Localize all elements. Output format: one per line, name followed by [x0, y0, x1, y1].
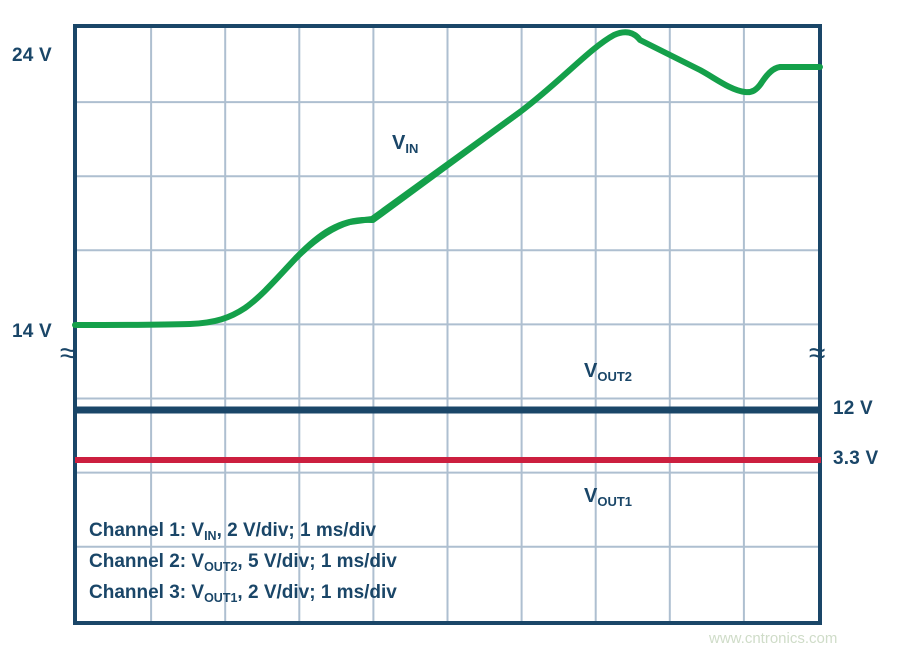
channel-legend: Channel 1: VIN, 2 V/div; 1 ms/div Channe…: [89, 516, 397, 609]
legend-row-suffix: , 2 V/div; 1 ms/div: [216, 520, 377, 541]
legend-row: Channel 3: VOUT1, 2 V/div; 1 ms/div: [89, 578, 397, 609]
trace-label-vin: VIN: [392, 132, 419, 156]
legend-row-suffix: , 2 V/div; 1 ms/div: [237, 582, 397, 603]
axis-break-icon-left: ≈: [60, 337, 77, 370]
trace-label-vout1-sub: OUT1: [597, 494, 633, 509]
trace-label-vout2-base: V: [584, 360, 598, 382]
legend-row: Channel 2: VOUT2, 5 V/div; 1 ms/div: [89, 547, 397, 578]
y-axis-label-top: 24 V: [12, 45, 52, 66]
y-axis-label-right-upper: 12 V: [833, 398, 873, 419]
trace-label-vout2-sub: OUT2: [597, 369, 633, 384]
y-axis-label-right-lower: 3.3 V: [833, 448, 879, 469]
legend-row-prefix: Channel 3: V: [89, 582, 205, 603]
axis-break-icon-right: ≈: [809, 337, 826, 370]
trace-label-vout2: VOUT2: [584, 360, 633, 384]
trace-label-vin-base: V: [392, 132, 406, 154]
legend-row-subscript: OUT1: [204, 591, 238, 605]
y-axis-label-bottom: 14 V: [12, 321, 52, 342]
trace-label-vin-sub: IN: [405, 141, 419, 156]
legend-row: Channel 1: VIN, 2 V/div; 1 ms/div: [89, 516, 397, 547]
legend-row-suffix: , 5 V/div; 1 ms/div: [237, 551, 397, 572]
legend-row-subscript: OUT2: [204, 560, 238, 574]
trace-label-vout1: VOUT1: [584, 485, 633, 509]
trace-label-vout1-base: V: [584, 485, 598, 507]
legend-row-prefix: Channel 2: V: [89, 551, 205, 572]
legend-row-subscript: IN: [204, 529, 217, 543]
legend-row-prefix: Channel 1: V: [89, 520, 205, 541]
site-watermark: www.cntronics.com: [709, 630, 838, 647]
